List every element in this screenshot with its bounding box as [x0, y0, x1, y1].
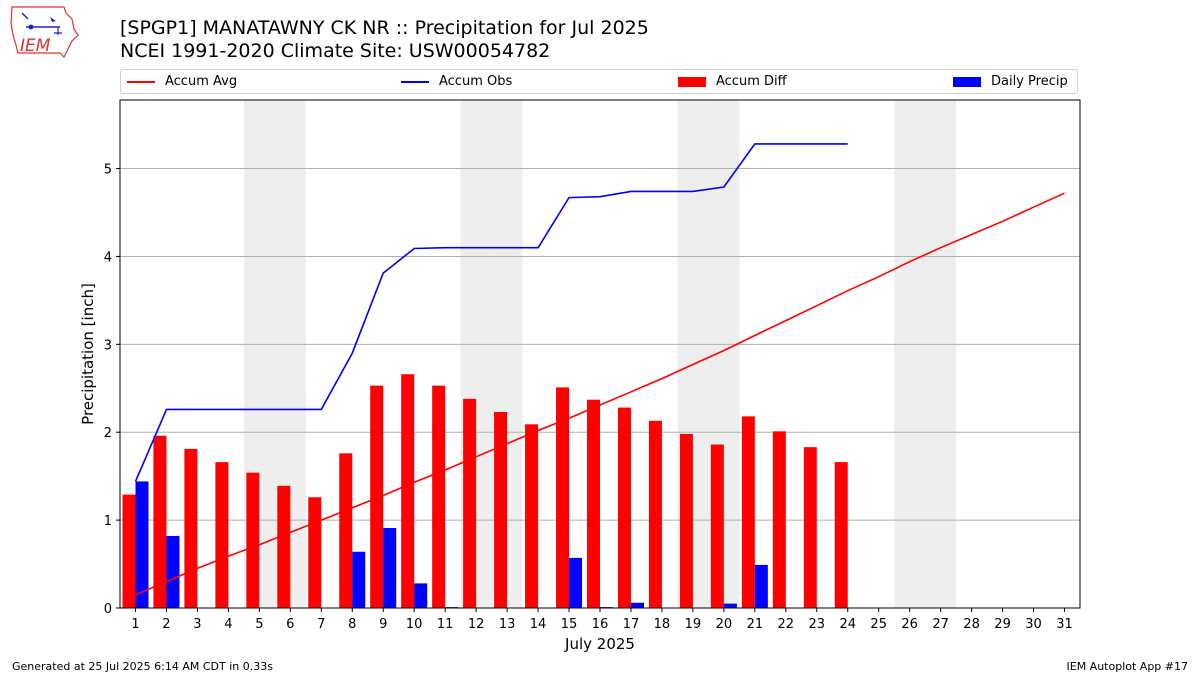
y-tick-label: 1 [104, 514, 112, 529]
chart-subtitle: NCEI 1991-2020 Climate Site: USW00054782 [120, 40, 551, 62]
accum-diff-bar [370, 385, 384, 608]
daily-precip-bar [723, 603, 737, 608]
accum-diff-bar [122, 494, 136, 608]
legend-swatch-accum-avg [127, 80, 155, 83]
accum-diff-bar [277, 485, 291, 608]
accum-diff-bar [215, 462, 229, 608]
y-tick-label: 3 [104, 338, 112, 353]
accum-diff-bar [184, 448, 198, 608]
daily-precip-bar [166, 535, 180, 608]
x-tick-label: 13 [499, 617, 516, 632]
x-tick-label: 22 [778, 617, 795, 632]
y-tick-label: 0 [104, 602, 112, 617]
accum-avg-line [135, 192, 1065, 596]
legend-label-accum-avg: Accum Avg [165, 74, 238, 89]
daily-precip-bar [383, 528, 397, 608]
legend-item-accum-diff: Accum Diff [678, 70, 787, 93]
accum-diff-bar [648, 420, 662, 608]
x-tick-label: 16 [592, 617, 609, 632]
x-tick-label: 4 [224, 617, 232, 632]
accum-diff-bar [494, 412, 508, 608]
x-tick-label: 26 [901, 617, 918, 632]
accum-diff-bar [617, 407, 631, 608]
legend-item-accum-obs: Accum Obs [401, 70, 512, 93]
x-tick-label: 6 [286, 617, 294, 632]
x-tick-label: 18 [654, 617, 671, 632]
x-tick-label: 17 [623, 617, 640, 632]
x-tick-label: 24 [839, 617, 856, 632]
daily-precip-bar [754, 564, 768, 608]
x-tick-label: 7 [317, 617, 325, 632]
x-tick-label: 8 [348, 617, 356, 632]
x-tick-label: 20 [716, 617, 733, 632]
x-tick-label: 31 [1056, 617, 1073, 632]
daily-precip-bar [135, 481, 149, 608]
x-tick-label: 19 [685, 617, 702, 632]
legend-swatch-accum-obs [401, 80, 429, 83]
accum-diff-bar [679, 433, 693, 608]
accum-diff-bar [772, 431, 786, 608]
legend-swatch-accum-diff [678, 76, 706, 87]
accum-diff-bar [710, 444, 724, 608]
accum-diff-bar [525, 424, 539, 608]
x-tick-label: 11 [437, 617, 454, 632]
x-tick-label: 9 [379, 617, 387, 632]
accum-diff-bar [556, 387, 570, 608]
x-tick-label: 28 [963, 617, 980, 632]
x-tick-label: 3 [193, 617, 201, 632]
weekend-band [925, 100, 957, 608]
x-tick-label: 27 [932, 617, 949, 632]
y-tick-label: 5 [104, 163, 112, 178]
x-tick-label: 25 [870, 617, 887, 632]
x-tick-label: 12 [468, 617, 485, 632]
legend-swatch-daily-precip [953, 76, 981, 87]
x-tick-label: 10 [406, 617, 423, 632]
x-tick-label: 30 [1025, 617, 1042, 632]
accum-diff-bar [432, 385, 446, 608]
accum-diff-bar [803, 447, 817, 608]
iem-logo: IEM [10, 6, 79, 59]
x-tick-label: 29 [994, 617, 1011, 632]
x-tick-label: 1 [131, 617, 139, 632]
x-axis-label: July 2025 [564, 635, 635, 653]
legend-item-accum-avg: Accum Avg [127, 70, 237, 93]
y-tick-label: 4 [104, 250, 112, 265]
accum-diff-bar [463, 398, 477, 608]
daily-precip-bar [414, 583, 428, 608]
daily-precip-bar [352, 551, 366, 608]
x-tick-label: 21 [747, 617, 764, 632]
accum-diff-bar [339, 453, 353, 608]
accum-diff-bar [401, 374, 415, 608]
accum-diff-bar [308, 497, 322, 608]
legend-label-daily-precip: Daily Precip [991, 74, 1068, 89]
logo-text: IEM [20, 36, 51, 56]
daily-precip-bar [569, 557, 583, 608]
generated-timestamp: Generated at 25 Jul 2025 6:14 AM CDT in … [12, 660, 273, 673]
daily-precip-bar [630, 602, 644, 608]
weekend-band [894, 100, 926, 608]
x-tick-label: 23 [809, 617, 826, 632]
legend-label-accum-obs: Accum Obs [439, 74, 513, 89]
app-credit: IEM Autoplot App #17 [1066, 660, 1189, 673]
chart-title: [SPGP1] MANATAWNY CK NR :: Precipitation… [120, 17, 649, 39]
x-tick-label: 2 [162, 617, 170, 632]
legend-label-accum-diff: Accum Diff [716, 74, 787, 89]
x-tick-label: 14 [530, 617, 547, 632]
y-tick-label: 2 [104, 426, 112, 441]
x-tick-label: 15 [561, 617, 578, 632]
accum-obs-line [134, 143, 848, 482]
accum-diff-bar [741, 416, 755, 608]
legend: Accum Avg Accum Obs Accum Diff Daily Pre… [120, 69, 1078, 94]
accum-diff-bar [246, 472, 260, 608]
y-axis-label: Precipitation [inch] [79, 283, 97, 425]
x-tick-label: 5 [255, 617, 263, 632]
accum-diff-bar [834, 462, 848, 608]
legend-item-daily-precip: Daily Precip [953, 70, 1068, 93]
accum-diff-bar [153, 435, 167, 608]
accum-diff-bar [586, 399, 600, 608]
